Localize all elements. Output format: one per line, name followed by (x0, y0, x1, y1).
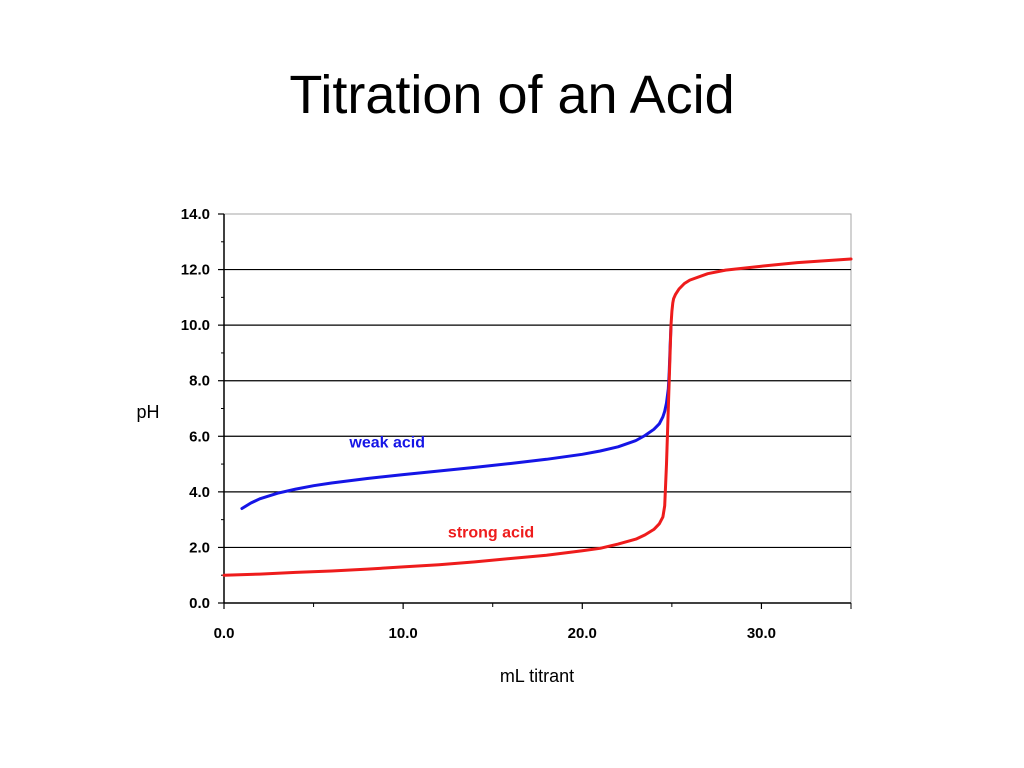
series-labels: weak acid strong acid (348, 434, 534, 541)
y-tick-label-4: 8.0 (189, 373, 210, 390)
y-axis-label: pH (136, 402, 159, 422)
x-tick-label-0: 0.0 (214, 625, 235, 642)
x-tick-label-3: 30.0 (747, 625, 776, 642)
y-tick-label-5: 10.0 (181, 317, 210, 334)
y-tick-label-6: 12.0 (181, 262, 210, 279)
y-tick-label-1: 2.0 (189, 539, 210, 556)
plot-frame-border (224, 213, 852, 603)
series-lines (222, 257, 853, 577)
plot-frame (224, 213, 852, 603)
series-line-strong-acid (222, 257, 853, 577)
y-tick-label-7: 14.0 (181, 206, 210, 223)
series-label-strong-acid: strong acid (448, 525, 534, 542)
x-tick-label-1: 10.0 (389, 625, 418, 642)
y-tick-labels: 0.0 2.0 4.0 6.0 8.0 10.0 12.0 14.0 (181, 206, 210, 612)
y-tick-label-2: 4.0 (189, 484, 210, 501)
y-tick-label-3: 6.0 (189, 428, 210, 445)
x-tick-labels: 0.0 10.0 20.0 30.0 (214, 625, 776, 642)
slide-title: Titration of an Acid (289, 65, 735, 125)
y-tick-label-0: 0.0 (189, 595, 210, 612)
series-line-weak-acid (240, 323, 673, 510)
series-label-weak-acid: weak acid (348, 434, 425, 451)
x-axis-label: mL titrant (500, 666, 574, 686)
axes (218, 213, 852, 609)
x-tick-label-2: 20.0 (568, 625, 597, 642)
gridlines (224, 268, 851, 549)
